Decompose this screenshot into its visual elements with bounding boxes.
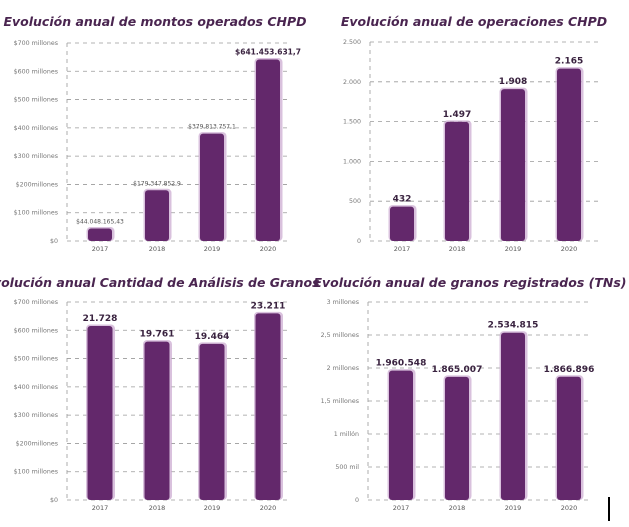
y-tick-label: 2 millones bbox=[327, 365, 359, 372]
data-label: 19.761 bbox=[140, 330, 175, 340]
y-tick-label: $500 millones bbox=[14, 97, 58, 104]
x-tick-label: 2017 bbox=[92, 245, 109, 253]
chart-title: Evolución anual de granos registrados (T… bbox=[314, 275, 627, 290]
y-tick-label: $600 millones bbox=[14, 68, 58, 75]
x-tick-label: 2020 bbox=[561, 245, 578, 253]
data-label: 432 bbox=[393, 195, 412, 205]
bar bbox=[557, 68, 581, 241]
y-tick-label: $600 millones bbox=[14, 327, 58, 334]
x-tick-label: 2019 bbox=[505, 504, 522, 512]
y-tick-label: 0 bbox=[355, 497, 359, 504]
bar bbox=[445, 121, 469, 241]
x-tick-label: 2018 bbox=[149, 504, 166, 512]
bar bbox=[145, 190, 169, 241]
y-tick-label: 1.500 bbox=[343, 119, 361, 126]
x-tick-label: 2018 bbox=[449, 245, 466, 253]
text-cursor bbox=[608, 497, 610, 521]
data-label: $379.813.757,1 bbox=[188, 124, 236, 131]
bar bbox=[501, 89, 525, 241]
data-label: 1.908 bbox=[499, 77, 527, 87]
y-tick-label: $200millones bbox=[16, 440, 58, 447]
y-tick-label: $100 millones bbox=[14, 210, 58, 217]
x-tick-label: 2019 bbox=[204, 504, 221, 512]
y-tick-label: 1 millón bbox=[334, 430, 359, 438]
bar bbox=[256, 59, 280, 241]
bar bbox=[87, 326, 113, 500]
y-tick-label: $300 millones bbox=[14, 153, 58, 160]
bar bbox=[501, 332, 525, 500]
y-tick-label: $0 bbox=[50, 497, 58, 504]
data-label: 1.865.007 bbox=[432, 365, 483, 375]
data-label: $179.347.852,9 bbox=[133, 180, 181, 187]
x-tick-label: 2019 bbox=[204, 245, 221, 253]
bar bbox=[390, 206, 414, 241]
y-tick-label: $500 millones bbox=[14, 356, 58, 363]
y-tick-label: $700 millones bbox=[14, 299, 58, 306]
y-tick-label: $0 bbox=[50, 238, 58, 245]
bar bbox=[144, 341, 170, 500]
data-label: 23.211 bbox=[251, 301, 286, 311]
y-tick-label: 3 millones bbox=[327, 299, 359, 306]
y-tick-label: 2.500 bbox=[343, 39, 361, 46]
bar bbox=[255, 313, 281, 500]
data-label: 21.728 bbox=[83, 314, 118, 324]
x-tick-label: 2020 bbox=[561, 504, 578, 512]
y-tick-label: 0 bbox=[357, 238, 361, 245]
chart-4: Evolución anual de granos registrados (T… bbox=[314, 275, 627, 512]
y-tick-label: 500 mil bbox=[335, 464, 359, 471]
y-tick-label: 500 bbox=[349, 198, 361, 205]
data-label: 1.960.548 bbox=[376, 359, 427, 369]
chart-1: Evolución anual de montos operados CHPD $… bbox=[3, 14, 306, 253]
y-tick-label: 1.000 bbox=[343, 158, 361, 165]
x-tick-label: 2018 bbox=[149, 245, 166, 253]
chart-2: Evolución anual de operaciones CHPD 0 500 1… bbox=[341, 14, 607, 253]
x-tick-label: 2017 bbox=[394, 245, 411, 253]
y-tick-label: $400 millones bbox=[14, 384, 58, 391]
bar bbox=[88, 228, 112, 241]
data-label: 19.464 bbox=[195, 332, 230, 342]
chart-title: Evolución anual de operaciones CHPD bbox=[341, 14, 607, 29]
y-tick-label: $300 millones bbox=[14, 412, 58, 419]
data-label: 2.534.815 bbox=[488, 321, 539, 331]
x-tick-label: 2020 bbox=[260, 245, 277, 253]
y-tick-label: 1,5 millones bbox=[321, 398, 359, 405]
y-tick-label: $700 millones bbox=[14, 40, 58, 47]
x-tick-label: 2020 bbox=[260, 504, 277, 512]
bar bbox=[200, 133, 224, 241]
x-tick-label: 2019 bbox=[505, 245, 522, 253]
bar bbox=[389, 370, 413, 500]
x-tick-label: 2018 bbox=[449, 504, 466, 512]
data-label: 1.866.896 bbox=[544, 365, 595, 375]
y-tick-label: $200millones bbox=[16, 181, 58, 188]
chart-title: Evolución anual de montos operados CHPD bbox=[3, 14, 306, 29]
y-tick-label: $100 millones bbox=[14, 469, 58, 476]
data-label: $641.453.631,7 bbox=[235, 48, 301, 57]
x-tick-label: 2017 bbox=[393, 504, 410, 512]
x-tick-label: 2017 bbox=[92, 504, 109, 512]
chart-3: Evolución anual Cantidad de Análisis de … bbox=[0, 275, 320, 512]
y-tick-label: 2,5 millones bbox=[321, 332, 359, 339]
bar bbox=[199, 343, 225, 500]
data-label: 1.497 bbox=[443, 110, 471, 120]
y-tick-label: $400 millones bbox=[14, 125, 58, 132]
chart-title: Evolución anual Cantidad de Análisis de … bbox=[0, 275, 320, 290]
bar bbox=[445, 376, 469, 500]
data-label: 2.165 bbox=[555, 57, 583, 67]
y-tick-label: 2.000 bbox=[343, 79, 361, 86]
data-label: $44.048.165,43 bbox=[76, 219, 124, 226]
bar bbox=[557, 376, 581, 500]
